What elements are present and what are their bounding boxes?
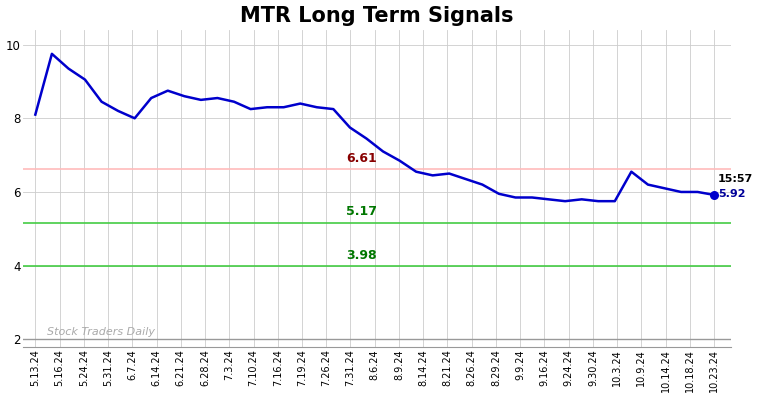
Text: 15:57: 15:57 (718, 174, 753, 184)
Text: 5.92: 5.92 (718, 189, 746, 199)
Point (708, 192, 720, 198)
Text: 5.17: 5.17 (346, 205, 376, 218)
Title: MTR Long Term Signals: MTR Long Term Signals (241, 6, 514, 25)
Text: Stock Traders Daily: Stock Traders Daily (48, 327, 155, 337)
Text: 3.98: 3.98 (346, 249, 376, 262)
Text: 6.61: 6.61 (346, 152, 376, 165)
